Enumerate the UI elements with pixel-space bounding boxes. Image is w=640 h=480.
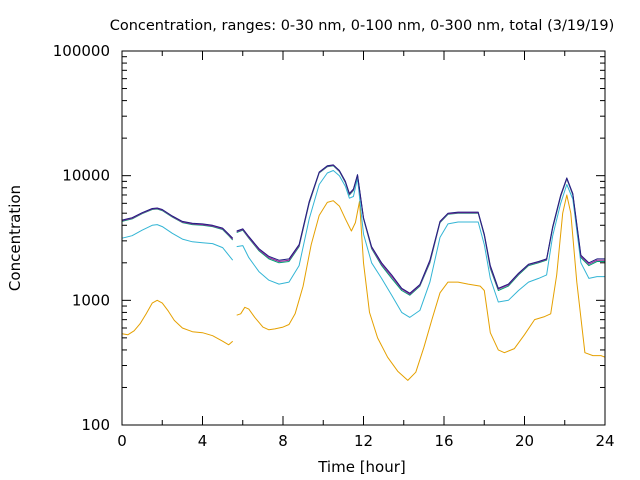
x-tick-label: 20	[515, 432, 534, 450]
chart-title: Concentration, ranges: 0-30 nm, 0-100 nm…	[110, 18, 615, 34]
y-axis-title: Concentration	[6, 185, 24, 291]
x-tick-label: 16	[434, 432, 453, 450]
series-2-line-segment-1	[121, 224, 234, 261]
plot-frame	[121, 50, 606, 426]
x-tick-label: 0	[117, 432, 127, 450]
series-5-line-segment-1	[121, 207, 234, 239]
y-tick-label: 100	[81, 416, 110, 434]
x-axis-title: Time [hour]	[317, 458, 406, 476]
y-tick-label: 10000	[62, 167, 110, 185]
x-tick-label: 8	[278, 432, 288, 450]
series-5-line-segment-2	[236, 164, 605, 294]
x-tick-label: 12	[354, 432, 373, 450]
x-tick-label: 4	[198, 432, 208, 450]
y-tick-label: 1000	[72, 291, 110, 309]
series-1-line-segment-2	[236, 194, 606, 381]
series-1-line-segment-1	[121, 299, 234, 346]
series-layer	[121, 164, 606, 381]
series-2-line-segment-2	[236, 170, 605, 318]
y-tick-label: 100000	[53, 42, 110, 60]
x-tick-label: 24	[595, 432, 614, 450]
ticks-layer: 0 4 8 12 16 20 24 100 1000 10000 100000	[53, 42, 615, 450]
